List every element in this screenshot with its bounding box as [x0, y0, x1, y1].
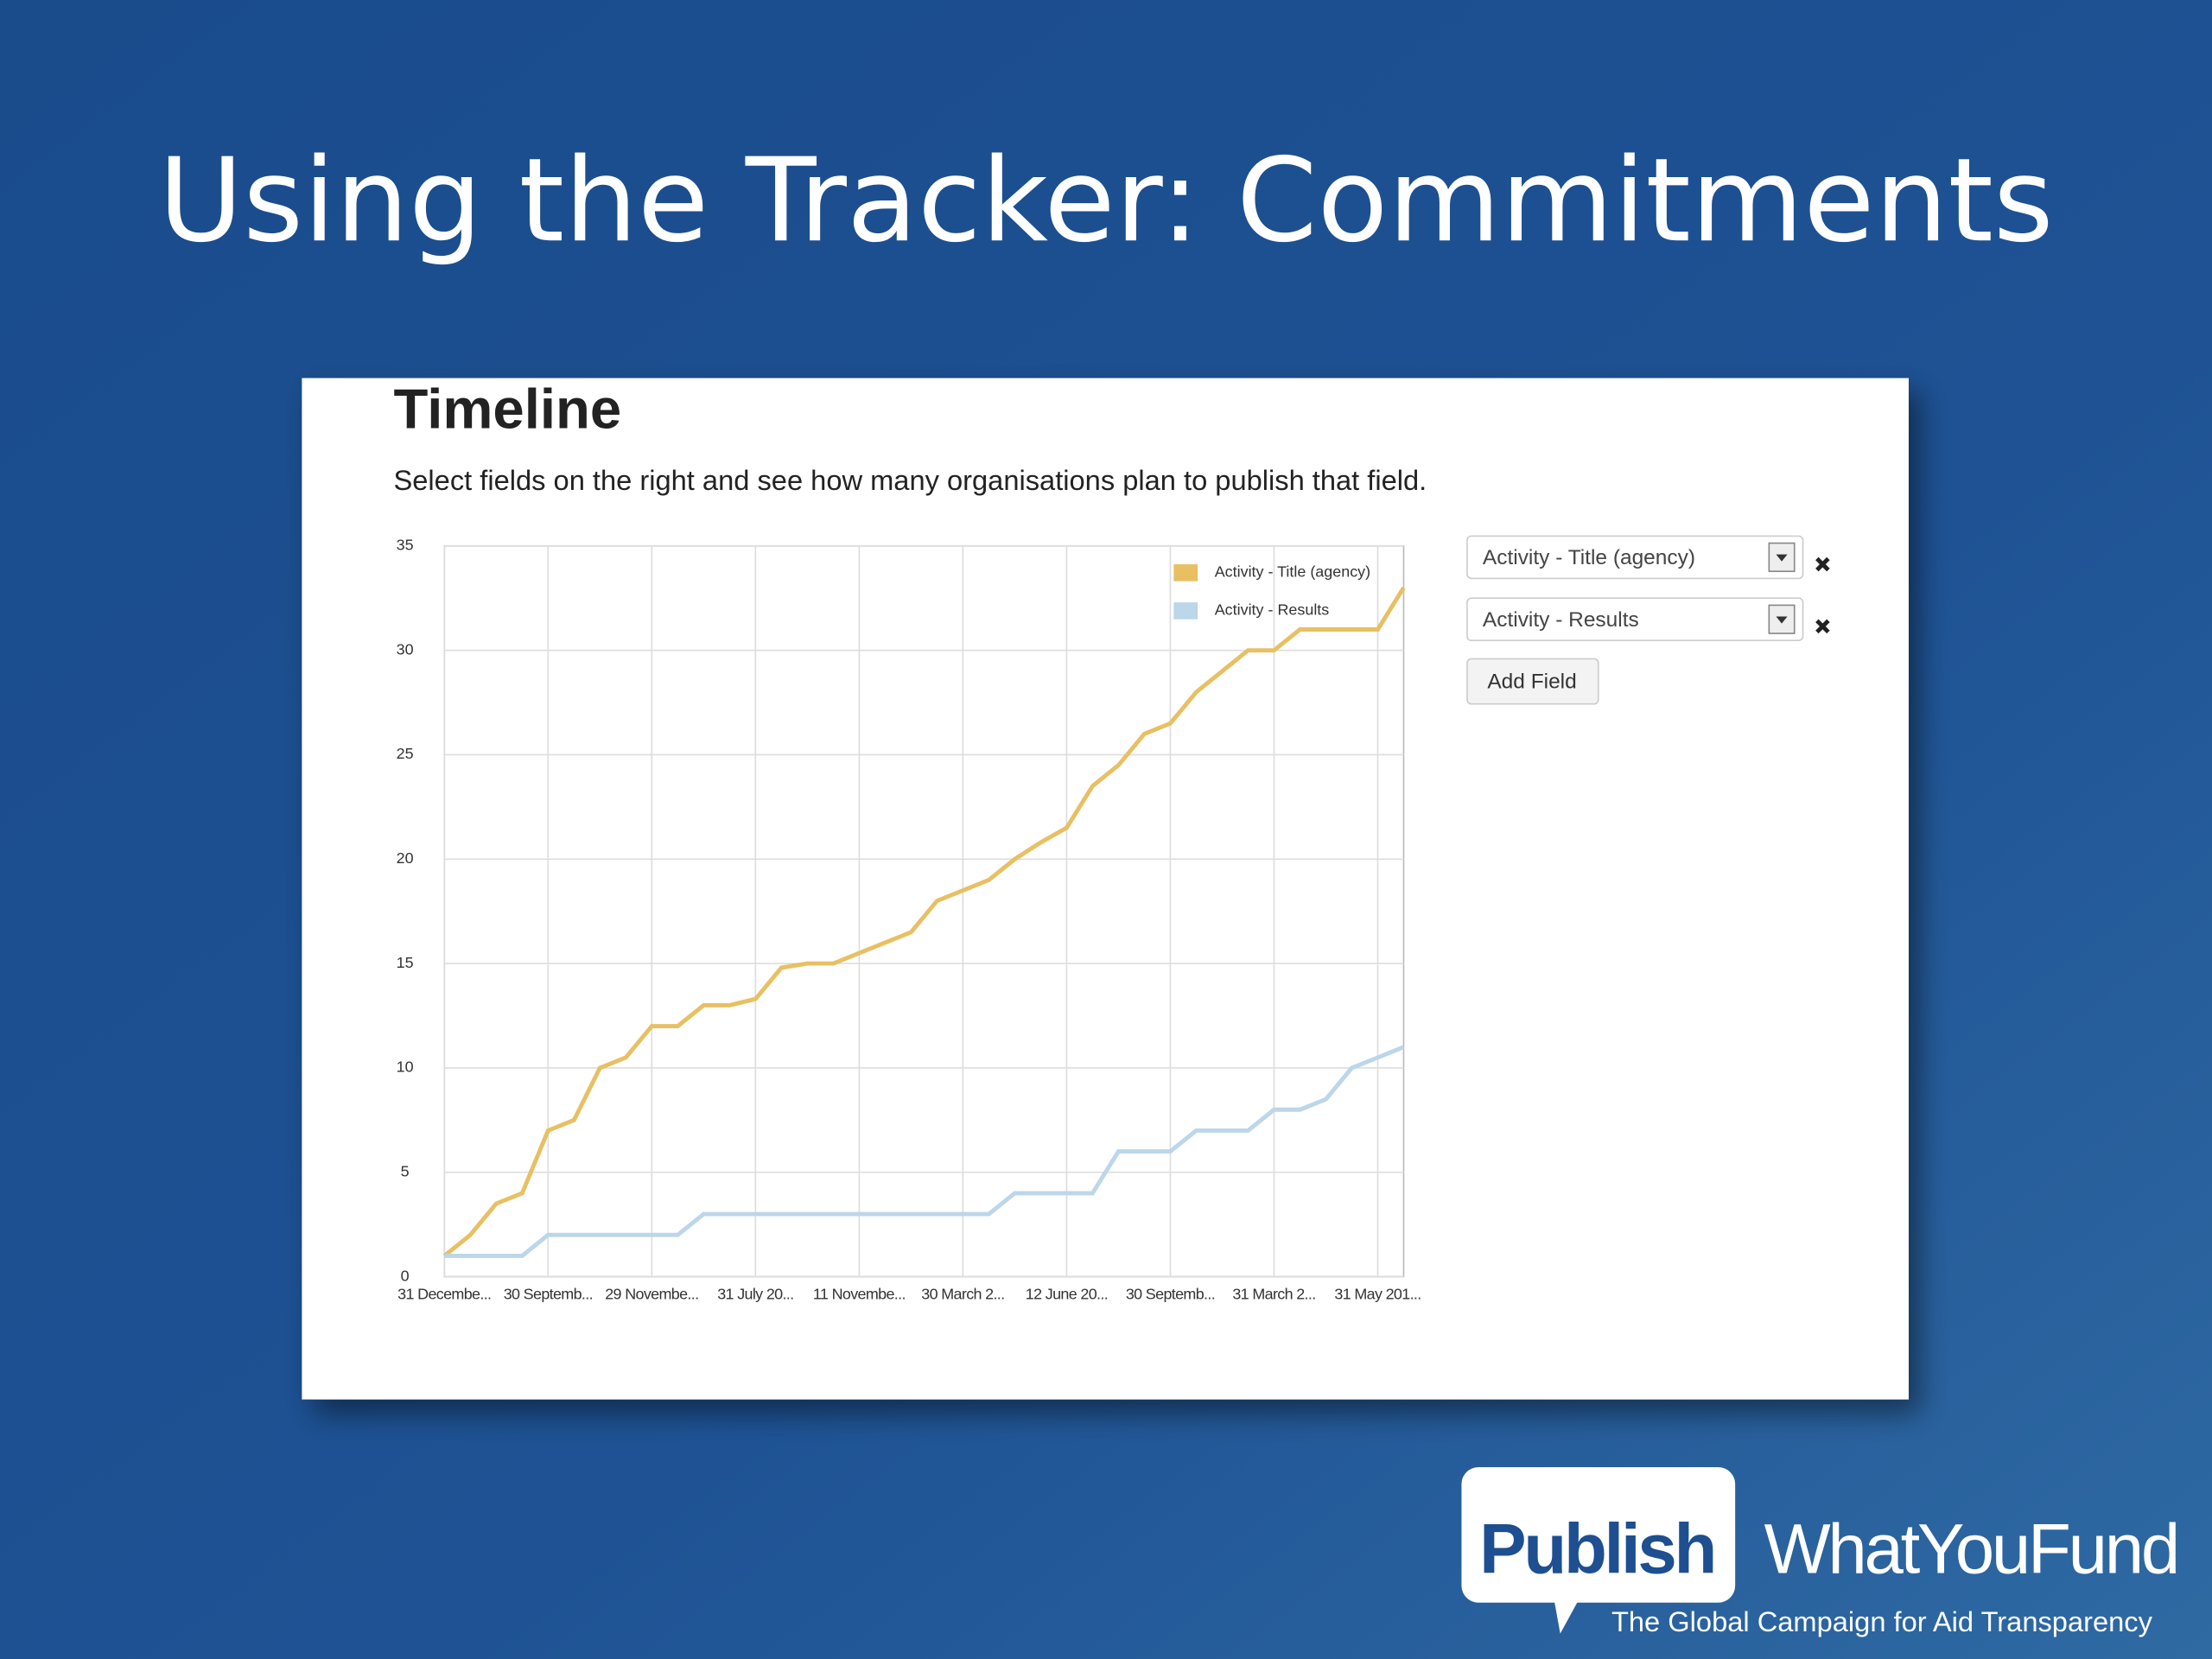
dropdown-text: Activity - Title (agency) — [1483, 546, 1695, 569]
chart: 0 5 10 15 20 25 30 35 31 Decembe... 30 Septemb...… — [397, 537, 1422, 1303]
x-tick-label: 31 July 20... — [717, 1286, 793, 1303]
series-line — [444, 1045, 1405, 1258]
slide-title: Using the Tracker: Commitments — [158, 133, 2053, 268]
dropdown[interactable] — [1466, 597, 1804, 642]
logo: Publish WhatYouFund The Global Campaign … — [1461, 1466, 2180, 1637]
y-tick-label: 15 — [397, 954, 414, 971]
y-tick-label: 25 — [397, 745, 414, 762]
button-label: Add Field — [1487, 671, 1576, 694]
add-field-button[interactable] — [1466, 658, 1599, 705]
arrow-icon — [1776, 616, 1788, 624]
x-tick-label: 30 Septemb... — [1126, 1286, 1215, 1303]
arrow-icon — [1776, 554, 1788, 562]
y-tick-label: 20 — [397, 849, 414, 867]
legend-label: Activity - Results — [1215, 601, 1330, 619]
remove-icon[interactable] — [1815, 619, 1830, 634]
plot-area — [443, 545, 1405, 1278]
legend-swatch — [1173, 564, 1198, 582]
y-tick-label: 10 — [397, 1058, 414, 1076]
logo-tagline: The Global Campaign for Aid Transparency — [1611, 1605, 2153, 1637]
x-tick-label: 29 Novembe... — [605, 1286, 698, 1303]
legend-swatch — [1173, 602, 1198, 620]
y-tick-label: 30 — [397, 640, 414, 658]
x-tick-label: 11 Novembe... — [813, 1286, 906, 1303]
logo-bubble — [1461, 1466, 1736, 1634]
panel-heading: Timeline — [394, 378, 622, 441]
y-tick-label: 35 — [397, 537, 414, 554]
logo-word: WhatYouFund — [1764, 1510, 2177, 1589]
field-selector[interactable]: Activity - Title (agency) Activity - Res… — [1466, 535, 1830, 705]
dropdown-text: Activity - Results — [1483, 608, 1639, 632]
x-tick-label: 31 Decembe... — [397, 1286, 491, 1303]
panel-description: Select fields on the right and see how m… — [394, 464, 1427, 496]
y-tick-label: 5 — [401, 1162, 410, 1179]
series-line — [442, 586, 1406, 1258]
y-tick-label: 0 — [401, 1267, 410, 1284]
x-tick-label: 31 March 2... — [1232, 1286, 1315, 1303]
remove-icon[interactable] — [1815, 556, 1830, 572]
x-tick-label: 30 Septemb... — [504, 1286, 593, 1303]
logo-word: Publish — [1479, 1510, 1714, 1589]
x-tick-label: 31 May 201... — [1334, 1286, 1421, 1303]
x-tick-label: 30 March 2... — [921, 1286, 1004, 1303]
legend-label: Activity - Title (agency) — [1215, 563, 1370, 581]
dropdown[interactable] — [1466, 535, 1804, 580]
x-tick-label: 12 June 20... — [1026, 1286, 1108, 1303]
